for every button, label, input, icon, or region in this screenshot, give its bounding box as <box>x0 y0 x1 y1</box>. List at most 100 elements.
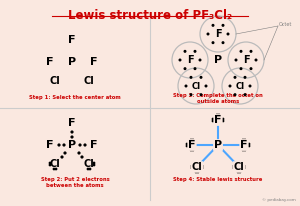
Text: Step 4: Stable lewis structure: Step 4: Stable lewis structure <box>173 177 263 182</box>
Circle shape <box>184 68 186 69</box>
Circle shape <box>84 144 86 146</box>
Circle shape <box>212 120 214 122</box>
Circle shape <box>242 139 244 141</box>
Circle shape <box>186 145 188 147</box>
Circle shape <box>249 85 251 87</box>
Text: Cl: Cl <box>84 159 94 169</box>
Circle shape <box>250 68 252 69</box>
Text: F: F <box>188 140 196 150</box>
Text: Cl: Cl <box>50 159 60 169</box>
Text: Octet: Octet <box>279 22 292 27</box>
Circle shape <box>81 156 83 158</box>
Text: P: P <box>214 140 222 150</box>
Text: F: F <box>187 55 193 65</box>
Circle shape <box>243 167 245 169</box>
Circle shape <box>207 33 209 35</box>
Circle shape <box>179 59 181 61</box>
Circle shape <box>49 162 51 164</box>
Circle shape <box>71 136 73 138</box>
Circle shape <box>89 168 91 170</box>
Circle shape <box>197 171 199 173</box>
Circle shape <box>227 33 229 35</box>
Circle shape <box>201 165 203 167</box>
Circle shape <box>190 77 192 78</box>
Circle shape <box>199 59 201 61</box>
Text: Cl: Cl <box>192 162 203 172</box>
Circle shape <box>239 171 241 173</box>
Circle shape <box>190 139 192 141</box>
Circle shape <box>200 94 202 95</box>
Circle shape <box>192 139 194 141</box>
Circle shape <box>250 50 252 52</box>
Circle shape <box>244 139 246 141</box>
Text: Step 2: Put 2 electrons
between the atoms: Step 2: Put 2 electrons between the atom… <box>40 177 110 188</box>
Circle shape <box>235 59 237 61</box>
Circle shape <box>234 77 236 78</box>
Text: F: F <box>90 57 98 67</box>
Circle shape <box>201 167 203 169</box>
Circle shape <box>190 149 192 151</box>
Text: Cl: Cl <box>84 76 94 86</box>
Circle shape <box>191 165 193 167</box>
Text: F: F <box>46 57 54 67</box>
Circle shape <box>200 77 202 78</box>
Circle shape <box>242 149 244 151</box>
Circle shape <box>205 85 207 87</box>
Circle shape <box>190 94 192 95</box>
Circle shape <box>216 114 218 116</box>
Text: P: P <box>68 140 76 150</box>
Text: © pediabay.com: © pediabay.com <box>262 198 296 202</box>
Circle shape <box>79 144 81 146</box>
Text: Lewis structure of PF₃Cl₂: Lewis structure of PF₃Cl₂ <box>68 9 232 22</box>
Circle shape <box>243 165 245 167</box>
Circle shape <box>87 168 89 170</box>
Circle shape <box>237 171 239 173</box>
Circle shape <box>244 77 246 78</box>
Text: Cl: Cl <box>236 82 244 90</box>
Text: F: F <box>68 35 76 45</box>
Text: F: F <box>215 29 221 39</box>
Text: Cl: Cl <box>191 82 201 90</box>
Circle shape <box>222 118 224 120</box>
Circle shape <box>63 144 65 146</box>
Circle shape <box>240 68 242 69</box>
Circle shape <box>191 167 193 169</box>
Circle shape <box>93 162 95 164</box>
Text: F: F <box>243 55 249 65</box>
Circle shape <box>240 50 242 52</box>
Circle shape <box>222 120 224 122</box>
Circle shape <box>194 68 196 69</box>
Circle shape <box>233 165 235 167</box>
Text: Step 1: Select the center atom: Step 1: Select the center atom <box>29 95 121 100</box>
Circle shape <box>244 94 246 95</box>
Circle shape <box>192 149 194 151</box>
Text: F: F <box>68 118 76 128</box>
Circle shape <box>58 144 60 146</box>
Text: Step 3: Complete the octet on
outside atoms: Step 3: Complete the octet on outside at… <box>173 93 263 104</box>
Text: F: F <box>90 140 98 150</box>
Text: F: F <box>240 140 248 150</box>
Circle shape <box>184 50 186 52</box>
Circle shape <box>212 25 214 26</box>
Circle shape <box>195 171 197 173</box>
Circle shape <box>212 118 214 120</box>
Circle shape <box>218 114 220 116</box>
Circle shape <box>248 145 250 147</box>
Circle shape <box>248 143 250 145</box>
Circle shape <box>233 167 235 169</box>
Circle shape <box>71 131 73 133</box>
Text: P: P <box>68 57 76 67</box>
Circle shape <box>53 168 55 170</box>
Circle shape <box>78 152 80 154</box>
Text: Cl: Cl <box>50 76 60 86</box>
Circle shape <box>222 25 224 26</box>
Circle shape <box>185 85 187 87</box>
Circle shape <box>61 156 63 158</box>
Circle shape <box>93 164 95 166</box>
Circle shape <box>212 42 214 43</box>
Text: Cl: Cl <box>234 162 244 172</box>
Circle shape <box>234 94 236 95</box>
Circle shape <box>55 168 57 170</box>
Circle shape <box>255 59 257 61</box>
Circle shape <box>244 149 246 151</box>
